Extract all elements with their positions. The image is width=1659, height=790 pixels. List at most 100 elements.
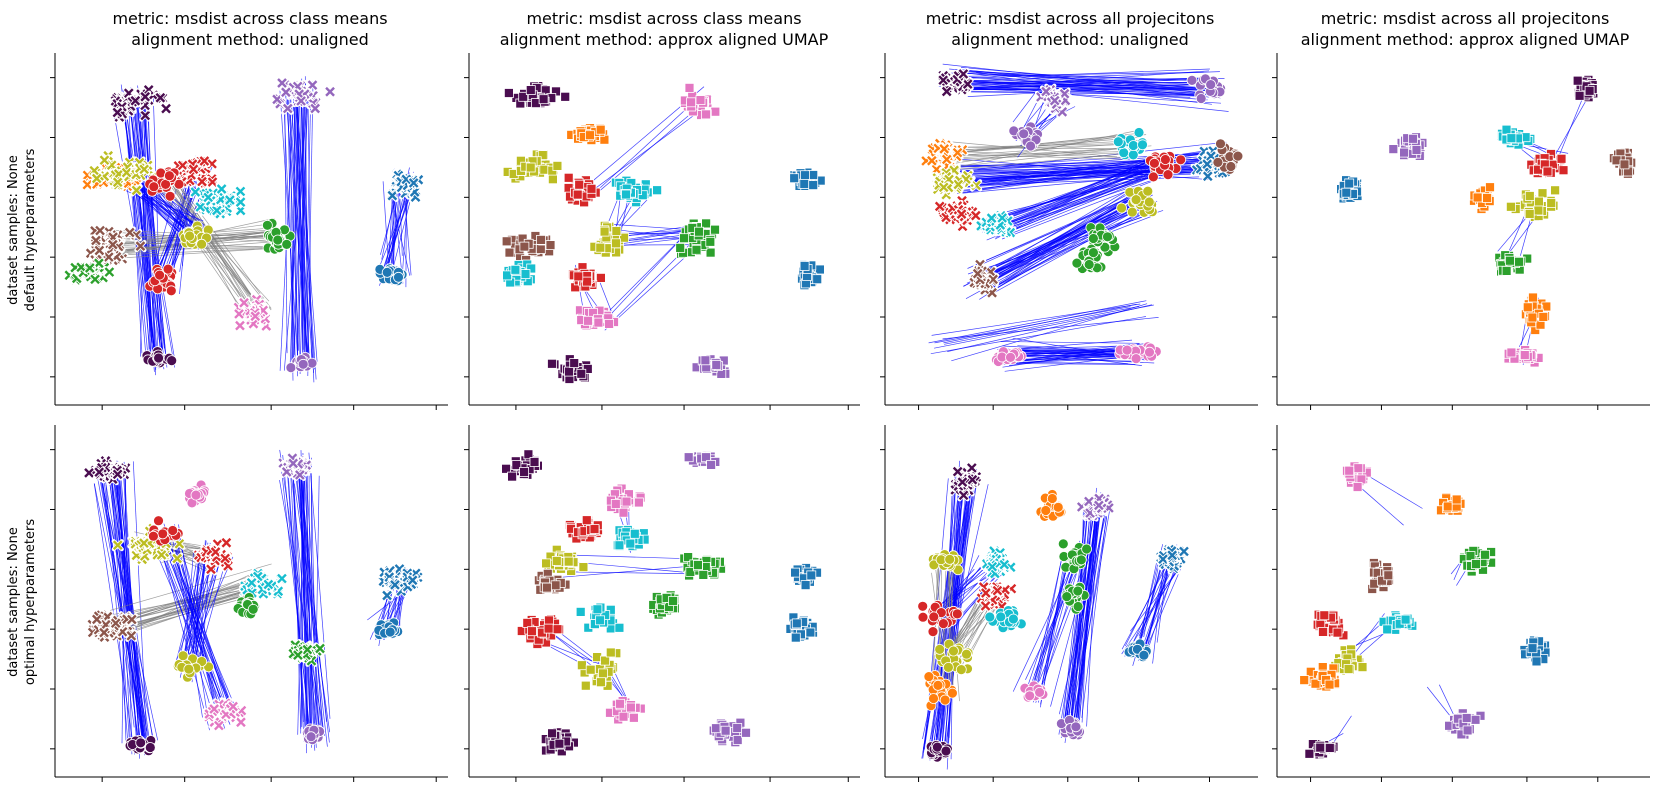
point-x — [155, 92, 166, 103]
point-square — [527, 626, 537, 637]
point-square — [563, 556, 574, 567]
link-line — [996, 199, 1128, 279]
point-square — [599, 226, 610, 237]
point-square — [732, 735, 743, 745]
point-circle — [167, 525, 179, 536]
point-square — [1522, 302, 1533, 313]
point-x — [235, 186, 246, 197]
point-square — [808, 170, 819, 180]
point-circle — [157, 528, 169, 540]
point-square — [1519, 350, 1530, 361]
point-square — [525, 85, 536, 95]
point-circle — [247, 603, 259, 615]
point-x — [938, 182, 949, 193]
column-title-4-line-1: metric: msdist across all projecitons — [1321, 9, 1610, 28]
point-x — [84, 263, 95, 273]
point-x — [282, 103, 293, 114]
point-square — [701, 218, 711, 229]
point-square — [595, 242, 606, 253]
link-line — [289, 90, 295, 370]
point-square — [1472, 192, 1483, 203]
link-line — [294, 96, 298, 355]
point-square — [705, 236, 716, 247]
point-square — [595, 615, 605, 626]
point-square — [548, 174, 558, 185]
point-x — [962, 79, 973, 89]
point-x — [203, 192, 214, 203]
point-square — [572, 189, 583, 200]
point-x — [941, 86, 952, 97]
point-square — [693, 560, 703, 570]
point-circle — [1144, 346, 1155, 358]
point-circle — [1025, 140, 1036, 152]
point-x — [941, 154, 952, 165]
point-square — [600, 655, 610, 666]
point-square — [741, 727, 751, 738]
point-x — [307, 80, 318, 90]
point-x — [235, 320, 245, 331]
link-line — [957, 168, 1224, 194]
link-line — [299, 93, 308, 375]
point-square — [605, 647, 616, 658]
point-circle — [261, 219, 273, 231]
panels — [50, 53, 1650, 782]
point-x — [94, 245, 105, 256]
link-line — [950, 71, 1220, 82]
point-x — [207, 177, 218, 187]
point-square — [700, 355, 711, 366]
point-x — [1041, 86, 1051, 97]
link-line — [1012, 83, 1042, 123]
point-square — [1550, 185, 1560, 196]
point-circle — [163, 170, 175, 182]
row-label-2-line-1: dataset samples: None — [6, 527, 21, 677]
point-square — [578, 562, 589, 572]
point-square — [541, 558, 551, 569]
point-circle — [148, 181, 160, 193]
point-x — [103, 252, 114, 262]
link-line — [292, 473, 302, 729]
point-square — [1537, 188, 1548, 199]
column-title-1-line-1: metric: msdist across class means — [112, 9, 387, 28]
point-square — [581, 515, 592, 526]
column-title-2-line-2: alignment method: approx aligned UMAP — [500, 30, 829, 49]
point-square — [503, 88, 514, 98]
point-square — [569, 358, 580, 369]
point-x — [1202, 171, 1213, 182]
link-line — [1002, 159, 1161, 227]
point-x — [91, 173, 102, 184]
point-x — [234, 309, 244, 319]
point-x — [235, 197, 246, 207]
link-line — [986, 167, 1159, 222]
point-circle — [184, 230, 196, 242]
point-square — [536, 234, 546, 245]
row-label-1: dataset samples: None default hyperparam… — [6, 148, 38, 311]
point-x — [90, 274, 100, 285]
point-square — [625, 538, 636, 549]
point-circle — [272, 234, 284, 246]
link-line — [944, 306, 1140, 345]
link-line — [1554, 89, 1587, 166]
column-title-2-line-1: metric: msdist across class means — [526, 9, 801, 28]
point-circle — [393, 271, 404, 283]
point-square — [1514, 256, 1524, 267]
column-title-2: metric: msdist across class means alignm… — [500, 9, 829, 49]
point-square — [598, 668, 608, 679]
point-square — [634, 497, 644, 508]
point-circle — [1232, 150, 1244, 162]
point-square — [1538, 311, 1549, 322]
point-circle — [1040, 505, 1052, 516]
point-circle — [1046, 493, 1058, 504]
point-square — [510, 264, 521, 275]
point-square — [520, 269, 531, 280]
point-x — [970, 210, 981, 221]
point-square — [790, 632, 801, 643]
point-square — [1411, 145, 1422, 155]
point-square — [507, 471, 518, 482]
point-square — [668, 596, 678, 606]
point-x — [988, 274, 998, 285]
point-circle — [1215, 138, 1226, 150]
point-square — [586, 183, 597, 194]
link-line — [1008, 349, 1136, 356]
point-square — [1572, 75, 1583, 86]
point-square — [1619, 159, 1630, 170]
